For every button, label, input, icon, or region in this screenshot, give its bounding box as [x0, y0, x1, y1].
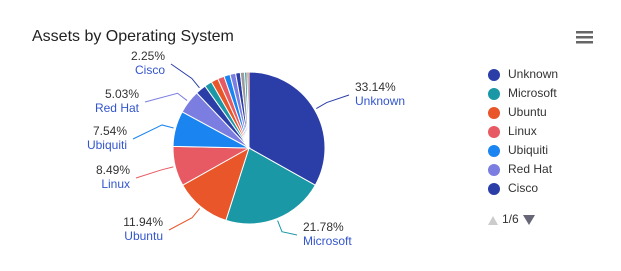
data-label: 21.78%	[303, 220, 344, 234]
data-label: 7.54%	[93, 124, 127, 138]
label-connector	[170, 63, 200, 89]
legend-label: Red Hat	[508, 162, 553, 176]
legend-marker	[488, 145, 500, 157]
data-label: 11.94%	[123, 215, 163, 229]
chart-title: Assets by Operating System	[32, 28, 234, 45]
data-label-category: Cisco	[135, 63, 165, 77]
label-connector	[316, 94, 350, 110]
label-connector	[144, 92, 188, 103]
legend-label: Ubiquiti	[508, 143, 548, 157]
data-label: 2.25%	[131, 49, 165, 63]
menu-bar	[576, 36, 593, 39]
label-connector	[277, 220, 298, 236]
legend-marker	[488, 88, 500, 100]
legend-marker	[488, 126, 500, 138]
legend-label: Microsoft	[508, 86, 557, 100]
data-label-category: Unknown	[355, 94, 405, 108]
data-label-category: Ubiquiti	[87, 138, 127, 152]
legend-marker	[488, 69, 500, 81]
menu-button[interactable]	[576, 31, 593, 44]
legend-label: Unknown	[508, 67, 558, 81]
legend-marker	[488, 183, 500, 195]
legend-label: Cisco	[508, 181, 538, 195]
legend-marker	[488, 107, 500, 119]
legend-label: Linux	[508, 124, 537, 138]
data-label: 5.03%	[105, 87, 139, 101]
data-labels: 33.14%Unknown 21.78%Microsoft 11.94%Ubuntu…	[87, 49, 405, 248]
legend-pager: 1/6	[502, 212, 519, 226]
pie-slice	[246, 71, 250, 149]
data-label: 33.14%	[355, 80, 396, 94]
label-connector	[135, 166, 174, 179]
legend-page-up[interactable]	[488, 216, 498, 225]
data-label-category: Linux	[101, 177, 130, 191]
data-label-category: Ubuntu	[124, 229, 163, 243]
pie-slice	[248, 71, 326, 186]
menu-bar	[576, 31, 593, 34]
label-connector	[132, 124, 174, 140]
data-label: 8.49%	[96, 163, 130, 177]
label-connector	[168, 208, 201, 231]
legend-label: Ubuntu	[508, 105, 547, 119]
data-label-category: Red Hat	[95, 101, 140, 115]
pie	[172, 71, 326, 225]
menu-bar	[576, 41, 593, 44]
pie-slice	[225, 147, 316, 225]
data-label-category: Microsoft	[303, 234, 352, 248]
legend-marker	[488, 164, 500, 176]
legend-page-down[interactable]	[523, 215, 535, 225]
legend: Unknown Microsoft Ubuntu Linux Ubiquiti Red H…	[488, 67, 558, 195]
